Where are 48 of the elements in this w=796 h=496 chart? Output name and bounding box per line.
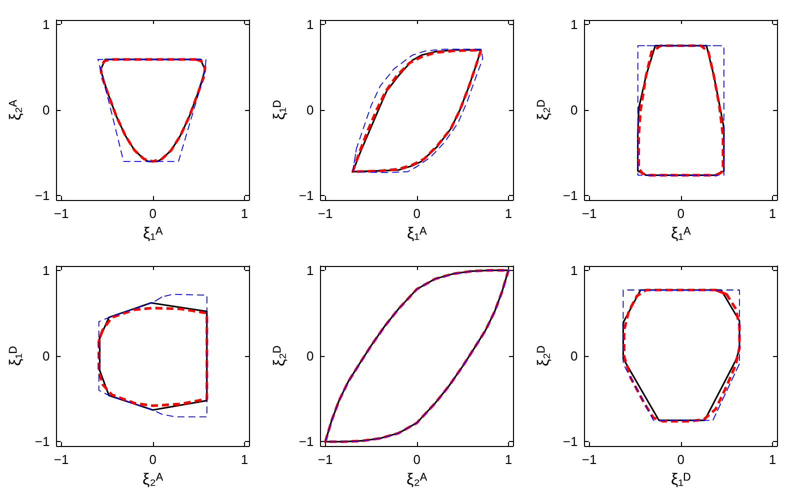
y-axis-title: ξ₂ᴰ	[536, 346, 552, 366]
x-tick-label: −1	[582, 206, 597, 221]
x-axis-title: ξ₂ᴬ	[406, 472, 428, 488]
x-tick-label: −1	[54, 452, 69, 467]
y-tick-label: 1	[42, 262, 50, 278]
y-tick-label: 1	[570, 16, 578, 32]
x-tick-label: 1	[240, 206, 248, 221]
y-tick-label: 0	[306, 348, 314, 364]
y-tick-label: 1	[570, 262, 578, 278]
x-axis-title: ξ₂ᴬ	[142, 472, 164, 488]
y-tick-label: −1	[562, 434, 578, 450]
x-tick-label: 1	[768, 452, 776, 467]
x-axis-title: ξ₁ᴬ	[406, 226, 428, 242]
x-axis-title: ξ₁ᴬ	[670, 226, 692, 242]
y-axis-title: ξ₁ᴰ	[272, 100, 288, 120]
x-axis-title: ξ₁ᴬ	[142, 226, 164, 242]
y-tick-label: 0	[42, 348, 50, 364]
x-tick-label: −1	[582, 452, 597, 467]
y-tick-label: 0	[306, 102, 314, 118]
x-tick-label: 0	[413, 206, 420, 221]
x-tick-label: 1	[504, 452, 512, 467]
y-axis-title: ξ₂ᴰ	[536, 100, 552, 120]
x-tick-label: 1	[240, 452, 248, 467]
y-axis-title: ξ₂ᴬ	[8, 98, 24, 120]
y-tick-label: −1	[298, 188, 314, 204]
y-tick-label: 0	[570, 102, 578, 118]
y-tick-label: 0	[42, 102, 50, 118]
y-tick-label: 1	[42, 16, 50, 32]
x-tick-label: 1	[504, 206, 512, 221]
y-axis-title: ξ₁ᴰ	[8, 346, 24, 366]
y-tick-label: −1	[298, 434, 314, 450]
x-tick-label: −1	[318, 206, 333, 221]
x-tick-label: 0	[677, 452, 684, 467]
x-tick-label: 0	[677, 206, 684, 221]
y-tick-label: −1	[34, 188, 50, 204]
y-tick-label: 0	[570, 348, 578, 364]
x-tick-label: −1	[318, 452, 333, 467]
y-tick-label: −1	[562, 188, 578, 204]
x-axis-title: ξ₁ᴰ	[670, 472, 691, 488]
x-tick-label: 0	[149, 206, 156, 221]
y-axis-title: ξ₂ᴰ	[272, 346, 288, 366]
y-tick-label: −1	[34, 434, 50, 450]
y-tick-label: 1	[306, 16, 314, 32]
x-tick-label: 0	[413, 452, 420, 467]
x-tick-label: −1	[54, 206, 69, 221]
x-tick-label: 1	[768, 206, 776, 221]
x-tick-label: 0	[149, 452, 156, 467]
y-tick-label: 1	[306, 262, 314, 278]
